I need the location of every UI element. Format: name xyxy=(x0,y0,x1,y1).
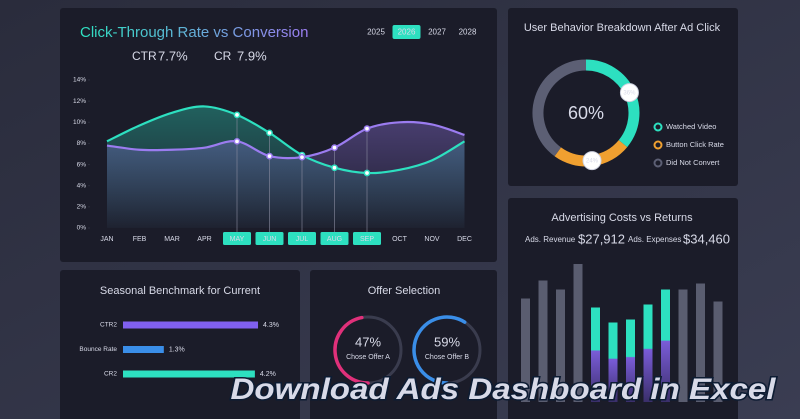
year-tab[interactable]: 2026 xyxy=(398,28,416,37)
chart-title: Offer Selection xyxy=(368,285,441,297)
highlight-dot xyxy=(233,111,241,119)
bar xyxy=(713,301,723,402)
bar xyxy=(696,283,705,402)
gauge-value: 59% xyxy=(434,334,460,349)
legend-label: Watched Video xyxy=(666,122,716,131)
bar xyxy=(521,298,530,402)
highlight-dot xyxy=(233,137,241,145)
bar xyxy=(573,264,583,402)
legend-swatch xyxy=(653,122,663,132)
value-label: 24% xyxy=(586,159,599,165)
y-tick-label: 10% xyxy=(73,119,86,126)
value-pin xyxy=(582,151,602,171)
kpi-value: $27,912 xyxy=(578,231,625,246)
month-highlight xyxy=(288,232,316,245)
bar xyxy=(538,280,548,402)
series-area xyxy=(107,122,465,228)
y-tick-label: 6% xyxy=(77,161,87,168)
bar xyxy=(123,346,164,353)
legend-label: Did Not Convert xyxy=(666,158,720,167)
year-tab[interactable]: 2027 xyxy=(428,28,446,37)
x-tick-label: SEP xyxy=(360,236,374,243)
chart-title: Advertising Costs vs Returns xyxy=(551,212,693,224)
legend-label: Button Click Rate xyxy=(666,140,724,149)
x-tick-label: AUG xyxy=(327,236,342,243)
x-tick-label: JUL xyxy=(296,236,309,243)
kpi-value: 7.7% xyxy=(158,48,188,63)
value-label: 4.3% xyxy=(263,322,279,329)
bar xyxy=(661,289,670,402)
bar xyxy=(556,289,565,402)
value-label: 4.2% xyxy=(260,371,276,378)
y-tick-label: 2% xyxy=(77,204,87,211)
x-tick-label: JAN xyxy=(100,236,113,243)
y-tick-label: 4% xyxy=(77,182,87,189)
y-tick-label: 14% xyxy=(73,77,86,84)
year-tab-active xyxy=(392,25,421,39)
y-tick-label: 12% xyxy=(73,98,86,105)
year-tab[interactable]: 2028 xyxy=(459,28,477,37)
category-label: CR2 xyxy=(104,371,117,378)
gauge-label: Chose Offer B xyxy=(425,354,470,361)
x-tick-label: NOV xyxy=(424,236,440,243)
series-line xyxy=(106,105,466,175)
month-highlight xyxy=(353,232,381,245)
category-label: CTR2 xyxy=(100,322,117,329)
x-tick-label: DEC xyxy=(457,236,472,243)
series-line xyxy=(106,120,465,160)
x-tick-label: MAY xyxy=(230,236,245,243)
kpi-label: CTR xyxy=(132,49,157,63)
bar xyxy=(608,322,618,402)
x-tick-label: MAR xyxy=(164,236,180,243)
x-tick-label: FEB xyxy=(133,236,147,243)
highlight-dot xyxy=(298,153,306,161)
value-pin xyxy=(619,83,639,103)
bar xyxy=(678,289,688,402)
highlight-dot xyxy=(363,169,371,177)
kpi-value: 7.9% xyxy=(237,48,267,63)
x-tick-label: APR xyxy=(197,236,211,243)
chart-title: Click-Through Rate vs Conversion xyxy=(80,24,308,41)
highlight-dot xyxy=(331,164,338,172)
kpi-label: Ads. Revenue xyxy=(525,235,576,244)
legend-swatch xyxy=(653,140,663,150)
month-highlight xyxy=(223,232,251,245)
x-tick-label: OCT xyxy=(392,236,408,243)
highlight-dot xyxy=(266,152,273,160)
chart-title: User Behavior Breakdown After Ad Click xyxy=(524,22,721,34)
x-tick-label: JUN xyxy=(263,236,277,243)
category-label: Bounce Rate xyxy=(79,346,117,353)
highlight-dot xyxy=(363,125,371,132)
month-highlight xyxy=(255,232,284,245)
gauge-value: 47% xyxy=(355,334,381,349)
kpi-value: $34,460 xyxy=(683,231,730,246)
y-tick-label: 8% xyxy=(77,140,87,147)
highlight-dot xyxy=(266,129,273,137)
bar xyxy=(123,370,255,378)
bar xyxy=(123,321,259,329)
panel xyxy=(60,270,300,419)
gauge-arc xyxy=(412,315,467,385)
kpi-label: CR xyxy=(214,49,232,63)
donut-segment xyxy=(532,59,587,157)
banner: Download Ads Dashboard in Excel xyxy=(231,373,777,406)
gauge-arc xyxy=(333,315,370,385)
y-tick-label: 0% xyxy=(77,225,87,232)
month-highlight xyxy=(320,232,349,245)
bar xyxy=(643,304,653,402)
bar xyxy=(591,307,600,402)
chart-title: Seasonal Benchmark for Current xyxy=(100,285,260,297)
year-tab[interactable]: 2025 xyxy=(367,28,385,37)
legend-swatch xyxy=(653,158,663,168)
bar xyxy=(626,319,635,402)
gauge-label: Chose Offer A xyxy=(346,354,390,361)
donut-center-label: 60% xyxy=(568,103,604,123)
kpi-label: Ads. Expenses xyxy=(628,235,681,244)
value-label: 36% xyxy=(623,91,636,97)
highlight-dot xyxy=(331,144,338,152)
value-label: 1.3% xyxy=(169,346,185,353)
